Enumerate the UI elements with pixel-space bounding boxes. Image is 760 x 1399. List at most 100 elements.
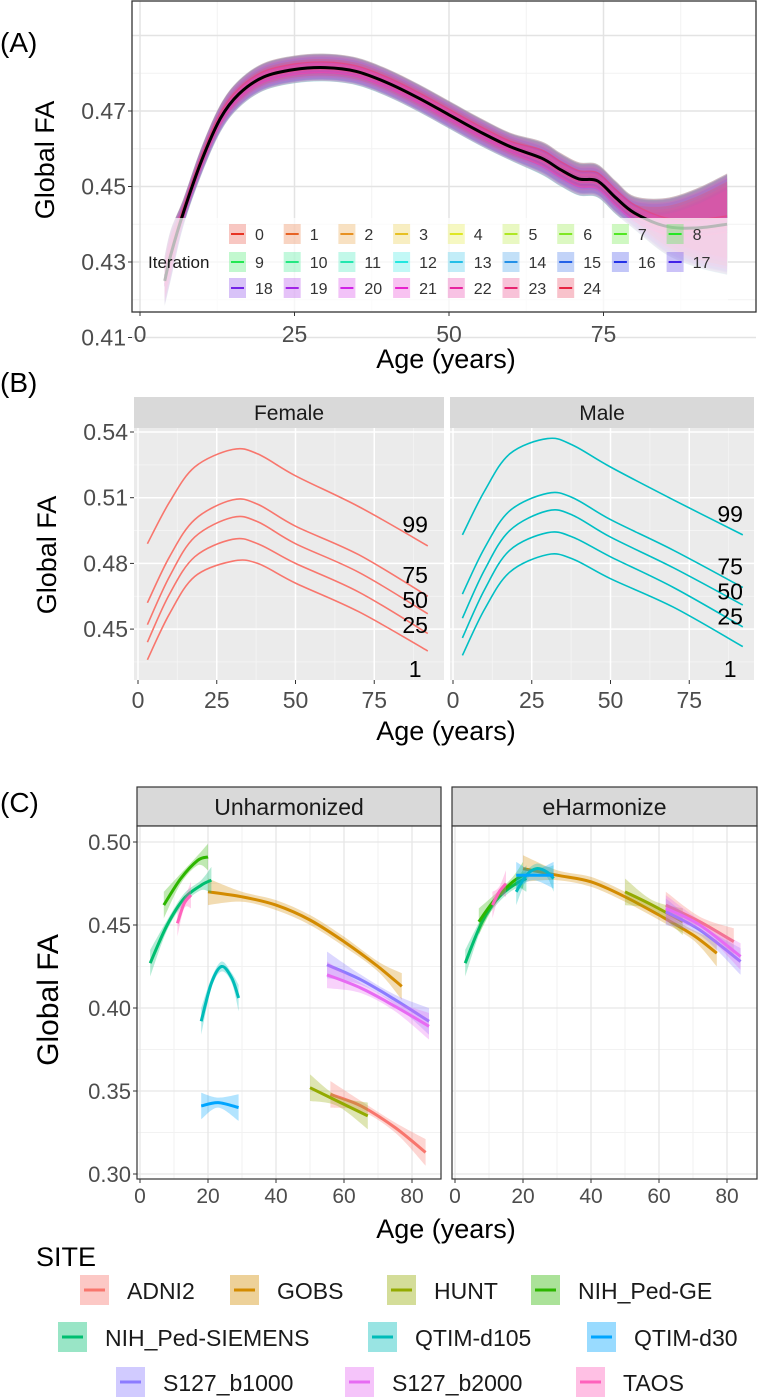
legend-label-5: 5 bbox=[529, 227, 538, 244]
x-tick-label: 40 bbox=[264, 1185, 287, 1208]
fit-line-QTIM-d30 bbox=[200, 1101, 239, 1110]
fit-line-NIH_Ped-GE bbox=[162, 855, 209, 906]
y-tick-label: 0.41 bbox=[81, 325, 126, 351]
percentile-label-1: 1 bbox=[409, 656, 422, 682]
x-tick-label: 80 bbox=[715, 1185, 738, 1208]
legend-label-20: 20 bbox=[364, 281, 382, 298]
legend-label-NIH_Ped-SIEMENS: NIH_Ped-SIEMENS bbox=[105, 1325, 310, 1351]
percentile-label-99: 99 bbox=[402, 512, 428, 538]
panel-c-label: (C) bbox=[0, 787, 39, 818]
x-tick-label: 0 bbox=[449, 1185, 461, 1208]
percentile-line-50 bbox=[146, 515, 429, 626]
plot-border bbox=[131, 0, 757, 313]
facet-strip-label: eHarmonize bbox=[543, 794, 667, 820]
ribbon-GOBS bbox=[208, 878, 402, 1000]
iteration-ribbon-12 bbox=[164, 53, 728, 295]
x-tick-label: 40 bbox=[579, 1185, 602, 1208]
x-tick-label: 80 bbox=[400, 1185, 423, 1208]
fit-line-ADNI2 bbox=[329, 1092, 427, 1154]
legend-label-0: 0 bbox=[255, 227, 264, 244]
legend-label-HUNT: HUNT bbox=[434, 1278, 498, 1304]
percentile-line-99 bbox=[146, 447, 429, 547]
iteration-ribbon-19 bbox=[164, 54, 728, 297]
x-tick-label: 25 bbox=[282, 321, 308, 347]
x-tick-label: 25 bbox=[519, 687, 545, 713]
x-tick-label: 50 bbox=[436, 321, 462, 347]
panel-c-y-axis-title: Global FA bbox=[32, 934, 65, 1066]
y-tick-label: 0.43 bbox=[81, 249, 126, 275]
panel-a-y-axis-title: Global FA bbox=[30, 101, 60, 220]
percentile-line-75 bbox=[146, 498, 429, 604]
panel-b-x-axis-title: Age (years) bbox=[376, 716, 516, 746]
iteration-line-21 bbox=[164, 72, 728, 287]
percentile-line-25 bbox=[461, 531, 744, 639]
x-tick-label: 50 bbox=[283, 687, 309, 713]
y-tick-label: 0.45 bbox=[88, 913, 131, 938]
ribbon-GOBS bbox=[523, 855, 717, 967]
percentile-line-75 bbox=[461, 491, 744, 595]
y-tick-label: 0.47 bbox=[81, 98, 126, 124]
ribbon-NIH_Ped-GE bbox=[478, 861, 523, 935]
y-tick-label: 0.51 bbox=[83, 485, 128, 511]
iteration-ribbon-1 bbox=[164, 53, 728, 295]
panel-b-y-axis-title: Global FA bbox=[32, 496, 62, 615]
percentile-line-1 bbox=[461, 553, 744, 656]
y-tick-label: 0.40 bbox=[88, 996, 131, 1021]
legend-label-9: 9 bbox=[255, 255, 264, 272]
fit-line-NIH_Ped-SIEMENS bbox=[148, 878, 213, 964]
legend-label-10: 10 bbox=[310, 255, 328, 272]
fit-line-QTIM-d105 bbox=[199, 964, 241, 1022]
legend-label-13: 13 bbox=[474, 255, 492, 272]
site-legend: ADNI2 GOBS HUNT NIH_Ped-GE NIH_Ped-SIEMENS QT… bbox=[58, 1275, 738, 1397]
x-tick-label: 0 bbox=[132, 687, 145, 713]
iteration-ribbon-9 bbox=[164, 56, 728, 299]
ribbon-S127_b2000 bbox=[665, 895, 741, 970]
iteration-ribbon-5 bbox=[164, 54, 728, 297]
plot-background bbox=[134, 428, 444, 680]
panel-a-x-axis-title: Age (years) bbox=[376, 344, 516, 374]
plot-background bbox=[452, 826, 757, 1179]
iteration-line-23 bbox=[164, 61, 728, 276]
fit-line-TAOS bbox=[491, 882, 508, 906]
facet-strip-label: Male bbox=[579, 402, 625, 425]
plot-background bbox=[450, 428, 754, 680]
legend-label-24: 24 bbox=[583, 281, 601, 298]
x-tick-label: 0 bbox=[134, 1185, 146, 1208]
legend-label-17: 17 bbox=[693, 255, 711, 272]
y-tick-label: 0.35 bbox=[88, 1079, 131, 1104]
percentile-label-1: 1 bbox=[724, 656, 737, 682]
legend-label-1: 1 bbox=[310, 227, 319, 244]
x-tick-label: 0 bbox=[447, 687, 460, 713]
legend-label-TAOS: TAOS bbox=[623, 1370, 684, 1396]
panel-a-label: (A) bbox=[0, 27, 37, 58]
facet-strip-male bbox=[450, 397, 754, 428]
fit-line-ADNI2 bbox=[665, 903, 735, 943]
legend-label-S127_b1000: S127_b1000 bbox=[163, 1370, 293, 1396]
y-tick-label: 0.54 bbox=[83, 419, 128, 445]
facet-strip-female bbox=[134, 397, 444, 428]
percentile-label-50: 50 bbox=[402, 587, 428, 613]
legend-label-7: 7 bbox=[638, 227, 647, 244]
plot-border bbox=[136, 825, 442, 1180]
fit-line-GOBS bbox=[207, 890, 403, 988]
x-tick-label: 60 bbox=[647, 1185, 670, 1208]
iteration-ribbon-8 bbox=[164, 54, 728, 296]
percentile-label-75: 75 bbox=[717, 553, 743, 579]
site-legend-title: SITE bbox=[36, 1242, 96, 1272]
percentile-line-99 bbox=[461, 437, 744, 536]
y-tick-label: 0.45 bbox=[81, 174, 126, 200]
fit-line-GOBS bbox=[522, 867, 718, 955]
iteration-ribbon-4 bbox=[164, 56, 728, 298]
iteration-ribbon-17 bbox=[164, 62, 728, 304]
legend-label-6: 6 bbox=[583, 227, 592, 244]
ribbon-NIH_Ped-SIEMENS bbox=[150, 866, 212, 977]
y-tick-label: 0.45 bbox=[83, 616, 128, 642]
percentile-label-25: 25 bbox=[402, 612, 428, 638]
legend-label-2: 2 bbox=[364, 227, 373, 244]
facet-strip-label: Unharmonized bbox=[214, 794, 364, 820]
ribbon-S127_b2000 bbox=[327, 961, 429, 1040]
legend-label-23: 23 bbox=[529, 281, 547, 298]
plot-border bbox=[451, 825, 758, 1180]
legend-label-S127_b2000: S127_b2000 bbox=[392, 1370, 522, 1396]
